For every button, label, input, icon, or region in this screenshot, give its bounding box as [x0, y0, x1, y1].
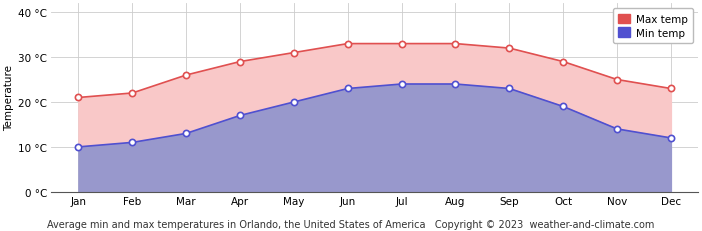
Legend: Max temp, Min temp: Max temp, Min temp — [613, 9, 693, 44]
Y-axis label: Temperature: Temperature — [4, 65, 14, 131]
Text: Average min and max temperatures in Orlando, the United States of America   Copy: Average min and max temperatures in Orla… — [47, 219, 655, 229]
